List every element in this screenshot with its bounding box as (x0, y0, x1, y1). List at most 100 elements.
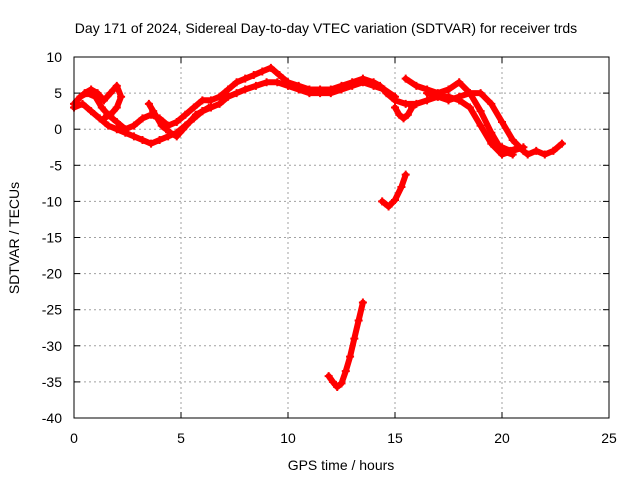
data-point-9-0 (498, 143, 506, 152)
data-point-8-2 (444, 96, 453, 105)
data-point-4-0 (166, 128, 175, 137)
data-point-6-1 (401, 99, 410, 108)
data-point-9-1 (506, 146, 515, 155)
series-track-fragment-35 (324, 298, 367, 391)
series-track-mid-loop (166, 103, 213, 141)
data-point-1-31 (358, 78, 367, 87)
data-point-8-3 (455, 92, 464, 101)
data-point-3-0 (144, 99, 153, 108)
data-point-0-16 (198, 96, 207, 105)
grid-lines (74, 57, 609, 418)
data-point-6-8 (476, 121, 485, 130)
data-point-1-6 (121, 128, 130, 137)
data-point-9-6 (549, 146, 558, 155)
data-point-0-4 (97, 103, 106, 112)
data-point-7-4 (444, 85, 453, 94)
data-point-7-7 (476, 107, 485, 116)
data-point-0-22 (249, 71, 258, 80)
y-tick-label-8: -30 (42, 338, 62, 354)
data-point-7-5 (455, 78, 464, 87)
y-tick-label-1: 5 (54, 85, 62, 101)
y-tick-label-4: -10 (42, 193, 62, 209)
data-point-0-1 (76, 92, 85, 101)
data-point-1-29 (337, 85, 346, 94)
data-point-11-0 (324, 372, 333, 381)
data-point-1-4 (104, 121, 113, 130)
series-track-spike-35 (144, 99, 171, 134)
data-point-1-23 (273, 78, 282, 87)
data-point-1-30 (348, 81, 357, 90)
data-point-1-2 (87, 107, 96, 116)
data-point-2-2 (93, 89, 102, 98)
data-point-1-21 (251, 81, 260, 90)
series-track-late-c (423, 89, 528, 155)
data-point-8-0 (423, 89, 432, 98)
chart-title: Day 171 of 2024, Sidereal Day-to-day VTE… (75, 20, 577, 36)
y-tick-label-6: -20 (42, 266, 62, 282)
data-point-10-3 (397, 182, 406, 191)
data-point-1-28 (326, 89, 335, 98)
data-point-0-14 (181, 110, 190, 119)
data-point-8-5 (476, 89, 485, 98)
series-track-fragment-10 (378, 170, 410, 211)
data-point-7-0 (401, 74, 410, 83)
data-point-1-1 (78, 99, 87, 108)
data-point-9-2 (515, 143, 524, 152)
data-point-1-9 (147, 139, 156, 148)
data-point-1-8 (138, 136, 147, 145)
y-tick-label-5: -15 (42, 230, 62, 246)
data-point-1-32 (369, 81, 378, 90)
data-point-11-1 (328, 377, 337, 386)
data-point-5-2 (399, 114, 408, 123)
data-point-2-9 (99, 114, 108, 123)
data-point-7-8 (487, 128, 496, 137)
x-axis-tick-labels: 0 5 10 15 20 25 (70, 430, 617, 446)
data-point-11-8 (358, 298, 367, 307)
data-point-2-4 (106, 89, 115, 98)
data-point-0-8 (129, 121, 138, 130)
y-axis-tick-labels: 10 5 0 -5 -10 -15 -20 -25 -30 -35 -40 (42, 49, 62, 426)
x-tick-label-0: 0 (70, 430, 78, 446)
data-point-0-25 (275, 71, 284, 80)
data-point-0-17 (206, 96, 215, 105)
data-point-8-4 (465, 89, 474, 98)
data-point-7-1 (412, 81, 421, 90)
data-point-11-3 (337, 379, 346, 388)
data-point-1-10 (155, 136, 164, 145)
series-track-main-lower (70, 78, 399, 148)
data-point-3-3 (157, 121, 166, 130)
data-point-2-3 (99, 96, 108, 105)
data-point-10-4 (401, 170, 410, 179)
data-point-1-27 (316, 89, 325, 98)
data-point-3-2 (153, 114, 162, 123)
data-point-1-20 (241, 85, 250, 94)
data-point-11-4 (341, 367, 350, 376)
data-point-5-1 (395, 110, 404, 119)
y-tick-label-3: -5 (50, 157, 63, 173)
x-tick-label-4: 20 (494, 430, 510, 446)
y-tick-label-7: -25 (42, 302, 62, 318)
x-tick-label-5: 25 (601, 430, 617, 446)
x-axis-label: GPS time / hours (288, 457, 395, 473)
data-point-5-0 (391, 103, 399, 112)
data-point-6-9 (487, 139, 496, 148)
data-point-0-23 (258, 67, 267, 76)
data-point-8-8 (508, 136, 517, 145)
data-point-0-20 (232, 78, 241, 87)
data-point-10-0 (378, 197, 387, 206)
data-point-0-6 (112, 117, 121, 126)
data-point-1-7 (129, 132, 138, 141)
data-point-1-17 (215, 99, 224, 108)
y-tick-label-10: -40 (42, 410, 62, 426)
x-tick-label-2: 10 (280, 430, 296, 446)
data-point-10-1 (384, 202, 393, 211)
data-point-11-7 (354, 316, 363, 325)
y-tick-label-0: 10 (46, 49, 62, 65)
data-point-6-3 (423, 96, 432, 105)
data-point-4-3 (185, 117, 194, 126)
x-tick-label-1: 5 (177, 430, 185, 446)
data-point-0-18 (215, 92, 224, 101)
data-point-1-26 (305, 89, 314, 98)
data-point-8-1 (433, 92, 442, 101)
